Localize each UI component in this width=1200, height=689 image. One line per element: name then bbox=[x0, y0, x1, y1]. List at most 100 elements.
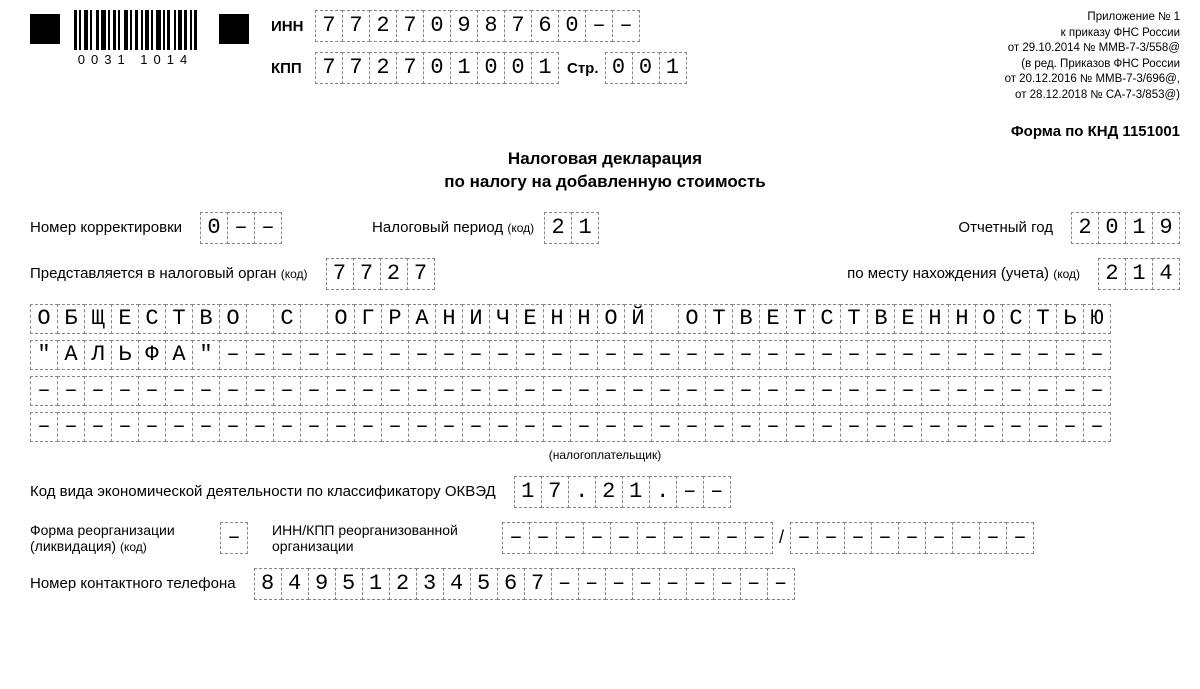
cell: – bbox=[381, 412, 409, 442]
cell: 3 bbox=[416, 568, 444, 600]
cell: – bbox=[516, 412, 544, 442]
corr-cells: 0–– bbox=[200, 212, 282, 244]
cell: 7 bbox=[541, 476, 569, 508]
cell: А bbox=[408, 304, 436, 334]
cell: – bbox=[624, 376, 652, 406]
cell: – bbox=[759, 376, 787, 406]
cell: – bbox=[952, 522, 980, 554]
submit-label: Представляется в налоговый орган (код) bbox=[30, 265, 308, 282]
cell: Т bbox=[786, 304, 814, 334]
cell: 0 bbox=[558, 10, 586, 42]
cell: 0 bbox=[1098, 212, 1126, 244]
cell: – bbox=[111, 376, 139, 406]
note-line: (в ред. Приказов ФНС России bbox=[1005, 57, 1180, 73]
cell: " bbox=[30, 340, 58, 370]
page-cells: 001 bbox=[605, 52, 687, 84]
cell: А bbox=[165, 340, 193, 370]
cell: Ю bbox=[1083, 304, 1111, 334]
cell: – bbox=[678, 340, 706, 370]
cell: – bbox=[894, 412, 922, 442]
cell: 7 bbox=[342, 52, 370, 84]
cell: – bbox=[898, 522, 926, 554]
cell: – bbox=[1006, 522, 1034, 554]
cell: – bbox=[867, 340, 895, 370]
cell: – bbox=[718, 522, 746, 554]
cell: – bbox=[1056, 376, 1084, 406]
cell: 7 bbox=[504, 10, 532, 42]
cell: 7 bbox=[396, 52, 424, 84]
cell: – bbox=[948, 412, 976, 442]
cell: Т bbox=[840, 304, 868, 334]
cell: Ф bbox=[138, 340, 166, 370]
cell: Г bbox=[354, 304, 382, 334]
note-line: от 28.12.2018 № СА-7-3/853@) bbox=[1005, 88, 1180, 104]
cell: Н bbox=[921, 304, 949, 334]
cell: – bbox=[435, 376, 463, 406]
barcode-bars bbox=[74, 10, 197, 50]
cell: – bbox=[678, 412, 706, 442]
cell: – bbox=[948, 340, 976, 370]
cell: – bbox=[686, 568, 714, 600]
row-reorg: Форма реорганизации (ликвидация) (код) –… bbox=[30, 522, 1180, 554]
cell: – bbox=[327, 340, 355, 370]
cell: 6 bbox=[497, 568, 525, 600]
cell: – bbox=[767, 568, 795, 600]
kpp-label: КПП bbox=[271, 60, 315, 77]
cell: – bbox=[84, 376, 112, 406]
cell: 5 bbox=[470, 568, 498, 600]
cell: – bbox=[435, 412, 463, 442]
cell: – bbox=[605, 568, 633, 600]
cell: – bbox=[583, 522, 611, 554]
cell: – bbox=[570, 376, 598, 406]
cell: – bbox=[246, 376, 274, 406]
cell: 4 bbox=[443, 568, 471, 600]
reorg-innkpp-2: организации bbox=[272, 538, 502, 554]
cell: 1 bbox=[571, 212, 599, 244]
cell: – bbox=[192, 376, 220, 406]
cell: Е bbox=[111, 304, 139, 334]
page-label: Стр. bbox=[567, 60, 599, 77]
cell: – bbox=[543, 412, 571, 442]
cell: " bbox=[192, 340, 220, 370]
cell: Т bbox=[165, 304, 193, 334]
corr-label: Номер корректировки bbox=[30, 219, 182, 236]
cell: – bbox=[227, 212, 255, 244]
cell: – bbox=[551, 568, 579, 600]
cell: – bbox=[246, 412, 274, 442]
cell: – bbox=[300, 376, 328, 406]
marker-square-mid bbox=[219, 14, 249, 44]
cell: – bbox=[570, 340, 598, 370]
cell: – bbox=[921, 340, 949, 370]
cell: – bbox=[543, 376, 571, 406]
marker-square-left bbox=[30, 14, 60, 44]
cell: 8 bbox=[477, 10, 505, 42]
cell: – bbox=[273, 340, 301, 370]
period-label: Налоговый период (код) bbox=[372, 219, 534, 236]
name-row-1: ОБЩЕСТВО С ОГРАНИЧЕННОЙ ОТВЕТСТВЕННОСТЬЮ bbox=[30, 304, 1180, 334]
name-row-3: –––––––––––––––––––––––––––––––––––––––– bbox=[30, 376, 1180, 406]
kpp-cells: 772701001 bbox=[315, 52, 559, 84]
cell: – bbox=[489, 412, 517, 442]
cell: 7 bbox=[407, 258, 435, 290]
cell: О bbox=[597, 304, 625, 334]
cell: – bbox=[111, 412, 139, 442]
cell: В bbox=[867, 304, 895, 334]
cell: – bbox=[921, 412, 949, 442]
cell: – bbox=[138, 376, 166, 406]
taxpayer-caption: (налогоплательщик) bbox=[30, 448, 1180, 462]
cell: 2 bbox=[1071, 212, 1099, 244]
note-line: к приказу ФНС России bbox=[1005, 26, 1180, 42]
cell: 1 bbox=[622, 476, 650, 508]
cell: – bbox=[30, 376, 58, 406]
cell: Б bbox=[57, 304, 85, 334]
cell: Т bbox=[1029, 304, 1057, 334]
cell: 2 bbox=[595, 476, 623, 508]
cell: – bbox=[408, 340, 436, 370]
cell: – bbox=[381, 340, 409, 370]
location-label: по месту нахождения (учета) (код) bbox=[847, 265, 1080, 282]
cell: – bbox=[327, 376, 355, 406]
cell: 2 bbox=[380, 258, 408, 290]
cell: 7 bbox=[315, 52, 343, 84]
cell: – bbox=[894, 340, 922, 370]
note-line: от 29.10.2014 № ММВ-7-3/558@ bbox=[1005, 41, 1180, 57]
